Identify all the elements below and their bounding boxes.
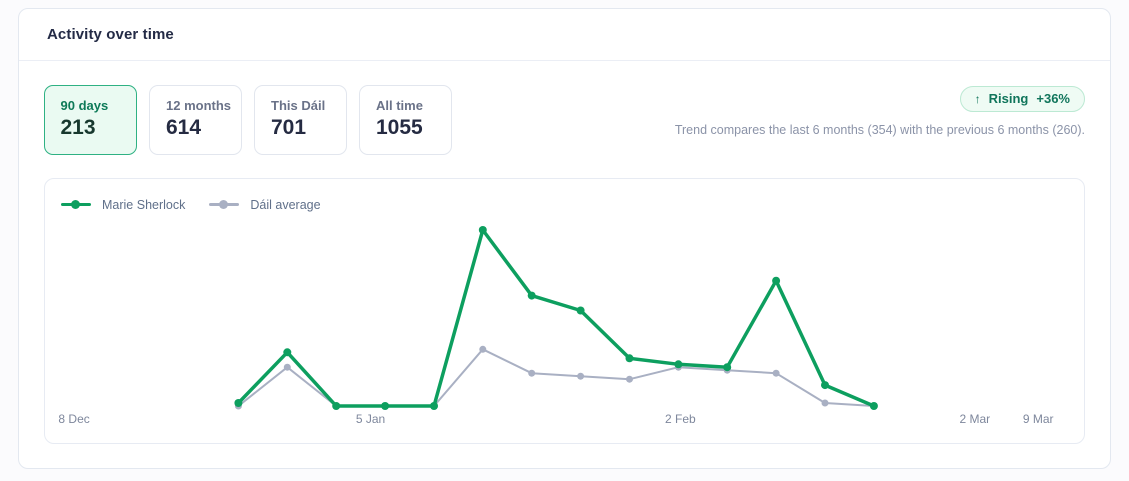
card-body: 90 days 213 12 months 614 This Dáil 701 …: [19, 61, 1110, 444]
series-line-dail-average: [237, 348, 875, 407]
trend-delta: +36%: [1036, 91, 1070, 106]
series-point-marie-sherlock: [723, 363, 732, 372]
legend-item-marie-sherlock[interactable]: Marie Sherlock: [61, 197, 186, 212]
series-point-marie-sherlock: [430, 402, 438, 410]
series-point-marie-sherlock: [332, 402, 341, 410]
series-point-marie-sherlock: [674, 360, 683, 369]
series-point-dail-average: [577, 372, 585, 380]
legend-marker-icon: [209, 200, 240, 209]
series-point-marie-sherlock: [869, 402, 878, 410]
legend-label: Dáil average: [250, 197, 321, 212]
series-point-marie-sherlock: [283, 348, 292, 357]
x-axis-label: 8 Dec: [58, 412, 89, 426]
chart-legend: Marie Sherlock Dáil average: [45, 179, 1084, 212]
series-point-marie-sherlock: [821, 381, 829, 390]
trend-note: Trend compares the last 6 months (354) w…: [674, 123, 1085, 137]
series-line-marie-sherlock: [236, 228, 876, 408]
trend-label: Rising: [988, 91, 1029, 106]
stat-box-all-time[interactable]: All time 1055: [359, 85, 452, 155]
activity-chart: Marie Sherlock Dáil average 8 Dec 5 Jan 2 …: [44, 178, 1085, 444]
series-point-marie-sherlock: [576, 306, 585, 315]
x-axis-label: 2 Mar: [959, 412, 990, 426]
series-point-marie-sherlock: [527, 291, 536, 300]
stat-value: 614: [166, 116, 202, 139]
series-point-marie-sherlock: [478, 226, 487, 234]
stat-value: 213: [60, 115, 96, 139]
series-point-dail-average: [772, 369, 780, 377]
series-point-dail-average: [821, 399, 829, 407]
stat-value: 1055: [376, 116, 423, 139]
series-point-dail-average: [283, 363, 291, 371]
stat-box-90-days[interactable]: 90 days 213: [44, 85, 137, 155]
series-point-marie-sherlock: [234, 399, 243, 407]
series-point-dail-average: [528, 369, 536, 377]
stat-box-this-dail[interactable]: This Dáil 701: [254, 85, 347, 155]
trend-badge: ↑ Rising +36%: [959, 86, 1085, 112]
stat-label: 90 days: [60, 97, 109, 113]
series-point-dail-average: [626, 375, 633, 383]
series-point-marie-sherlock: [381, 402, 390, 410]
stat-value: 701: [271, 116, 307, 139]
series-point-marie-sherlock: [625, 354, 634, 363]
series-point-marie-sherlock: [772, 276, 781, 285]
stat-label: All time: [376, 98, 423, 113]
x-axis-label: 5 Jan: [356, 412, 385, 426]
stat-label: This Dáil: [271, 98, 326, 113]
legend-label: Marie Sherlock: [102, 197, 186, 212]
activity-chart-svg[interactable]: 8 Dec 5 Jan 2 Feb 2 Mar 9 Mar: [45, 211, 1085, 436]
trend-column: ↑ Rising +36% Trend compares the last 6 …: [675, 85, 1085, 137]
legend-item-dail-average[interactable]: Dáil average: [209, 197, 321, 212]
activity-card: Activity over time 90 days 213 12 months…: [18, 8, 1111, 469]
x-axis-label: 9 Mar: [1023, 412, 1054, 426]
series-point-dail-average: [479, 345, 487, 353]
stat-box-12-months[interactable]: 12 months 614: [149, 85, 242, 155]
card-header: Activity over time: [19, 9, 1110, 61]
period-stats-row: 90 days 213 12 months 614 This Dáil 701 …: [44, 85, 452, 155]
x-axis-label: 2 Feb: [665, 412, 696, 426]
arrow-up-icon: ↑: [974, 91, 981, 106]
card-title: Activity over time: [47, 26, 174, 43]
top-row: 90 days 213 12 months 614 This Dáil 701 …: [44, 85, 1085, 155]
legend-marker-icon: [61, 200, 91, 209]
stat-label: 12 months: [166, 98, 232, 113]
